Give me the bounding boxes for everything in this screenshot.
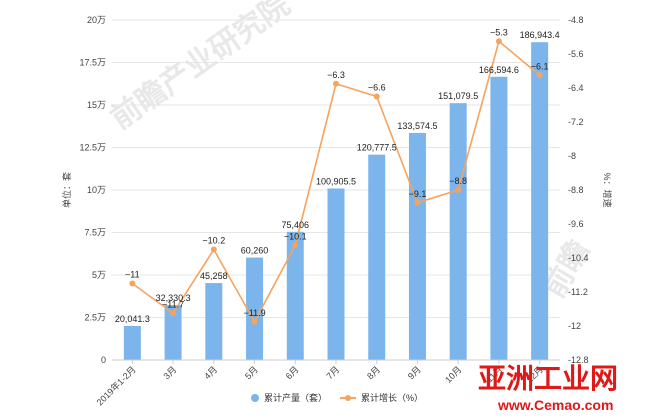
bar-data-label: 120,777.5 <box>357 143 397 153</box>
bar-data-label: 45,258 <box>200 271 228 281</box>
bar-data-label: 100,905.5 <box>316 176 356 186</box>
bar <box>246 257 264 360</box>
line-data-label: −5.3 <box>490 27 508 37</box>
line-data-label: −8.8 <box>449 176 467 186</box>
bar <box>205 283 223 360</box>
line-data-label: −11.9 <box>243 308 265 318</box>
line-data-label: −10.1 <box>284 231 307 241</box>
line-point <box>333 80 339 87</box>
line-series <box>129 38 543 325</box>
line-point <box>414 199 421 206</box>
line-data-label: −6.6 <box>368 83 386 93</box>
x-tick-label: 6月 <box>284 364 301 381</box>
legend-line-marker-dot <box>345 395 351 401</box>
line-data-label: −9.1 <box>409 189 427 199</box>
y-tick-label: 0 <box>101 355 106 365</box>
legend-item-line[interactable]: 累计增长（%） <box>340 392 423 403</box>
legend-item-bar[interactable]: 累计产量（套） <box>251 392 327 403</box>
bar <box>531 42 549 360</box>
x-tick-label: 9月 <box>406 364 423 381</box>
bar <box>408 132 426 360</box>
background-watermark: 前瞻产业研究院 前瞻 <box>105 0 597 304</box>
bar-data-label: 75,406 <box>282 220 310 230</box>
y2-tick-label: -7.2 <box>568 117 584 127</box>
y2-tick-label: -8.8 <box>568 185 584 195</box>
line-point <box>251 318 258 325</box>
x-tick-label: 8月 <box>365 364 382 381</box>
legend-line-label: 累计增长（%） <box>361 392 423 403</box>
line-data-label: −11.7 <box>162 299 184 309</box>
x-tick-label: 5月 <box>243 364 260 381</box>
y-tick-label: 2.5万 <box>84 313 106 323</box>
x-tick-label: 10月 <box>443 364 464 385</box>
bar-data-label: 166,594.6 <box>479 65 519 75</box>
x-tick-label: 4月 <box>202 364 219 381</box>
y-axis-title: 单位：套 <box>61 172 72 208</box>
line-point <box>170 310 177 317</box>
y-tick-label: 17.5万 <box>79 58 106 68</box>
x-tick-label: 2019年1-2月 <box>94 364 138 408</box>
line-point <box>536 72 543 79</box>
x-tick-label: 7月 <box>324 364 341 381</box>
y2-tick-label: -12.8 <box>568 355 589 365</box>
y2-tick-label: -8 <box>568 151 576 161</box>
y-tick-label: 15万 <box>87 100 106 110</box>
bar <box>286 231 304 360</box>
legend-bar-marker <box>251 394 259 402</box>
line-data-label: −10.2 <box>202 236 225 246</box>
y-tick-label: 10万 <box>87 185 106 195</box>
y2-tick-label: -6.4 <box>568 83 584 93</box>
y-tick-label: 5万 <box>92 270 106 280</box>
site-watermark: 亚洲工业网 www.Cemao.com <box>478 362 618 413</box>
bar-data-label: 60,260 <box>241 246 269 256</box>
line-point <box>455 187 462 193</box>
y-tick-label: 7.5万 <box>84 228 106 238</box>
line-data-label: −6.3 <box>327 70 345 80</box>
x-tick-label: 3月 <box>162 364 179 381</box>
bar-data-label: 20,041.3 <box>115 314 150 324</box>
line-point <box>292 242 299 249</box>
watermark-main: 亚洲工业网 <box>478 362 618 395</box>
bar-data-label: 151,079.5 <box>438 91 478 101</box>
watermark-url: www.Cemao.com <box>497 397 613 413</box>
line-point <box>495 38 502 45</box>
y2-axis-title: %：增速 <box>602 172 613 207</box>
line-data-label: −11 <box>125 270 140 280</box>
y2-tick-label: -4.8 <box>568 15 584 25</box>
data-labels: 20,041.3 32,330.3 45,258 60,260 75,406 100,90… <box>115 27 560 324</box>
line-point <box>373 93 380 100</box>
bar-data-label: 133,574.5 <box>397 121 437 131</box>
bar <box>164 305 182 360</box>
legend-bar-label: 累计产量（套） <box>264 392 327 403</box>
y-tick-label: 12.5万 <box>79 143 106 153</box>
y2-tick-label: -10.4 <box>568 253 589 263</box>
bar <box>368 154 386 360</box>
y2-tick-label: -9.6 <box>568 219 584 229</box>
bar <box>327 188 345 360</box>
bar-data-label: 32,330.3 <box>156 293 191 303</box>
y2-tick-label: -5.6 <box>568 49 584 59</box>
line-point <box>129 280 136 287</box>
legend[interactable]: 累计产量（套） 累计增长（%） <box>251 392 423 403</box>
bar <box>123 325 141 360</box>
line-point <box>210 246 217 253</box>
y2-tick-label: -12 <box>568 321 581 331</box>
bar-series <box>123 42 549 360</box>
bar-data-label: 186,943.4 <box>520 30 560 40</box>
bar <box>490 76 508 360</box>
y-tick-label: 20万 <box>87 15 106 25</box>
y2-tick-label: -11.2 <box>568 287 588 297</box>
bar <box>449 103 467 360</box>
line-data-label: −6.1 <box>531 61 549 71</box>
